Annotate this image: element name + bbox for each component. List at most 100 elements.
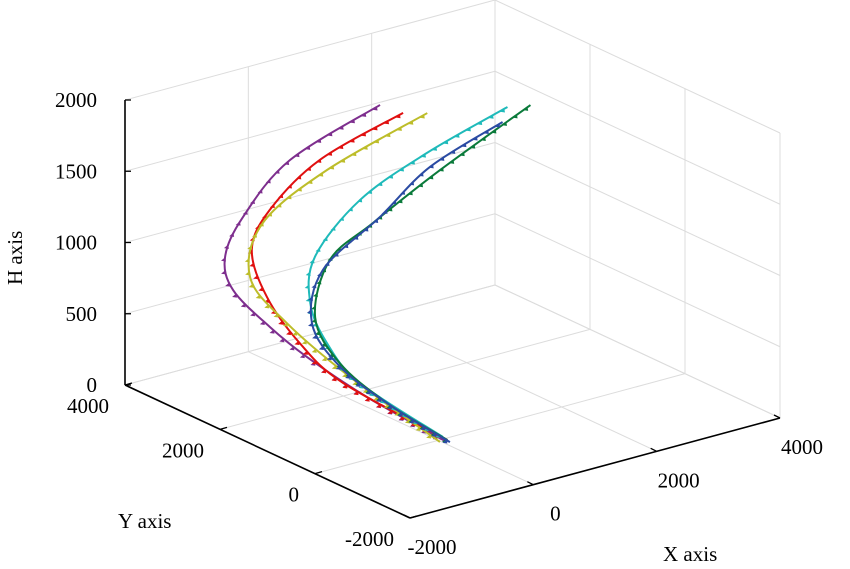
series-marker	[311, 360, 317, 365]
series-marker	[333, 252, 339, 257]
series-marker	[373, 218, 379, 224]
y-tick-label: 2000	[162, 438, 204, 462]
series-marker	[311, 284, 317, 289]
grid-line	[124, 142, 496, 243]
series-marker	[264, 304, 270, 309]
series-marker	[321, 356, 327, 362]
y-tick	[409, 515, 418, 519]
series-marker	[483, 129, 489, 135]
series-marker	[408, 419, 414, 424]
series-marker	[372, 106, 378, 111]
x-tick-label: 2000	[658, 468, 700, 492]
series-marker	[338, 144, 344, 150]
series-marker	[305, 145, 311, 150]
series-marker	[385, 132, 391, 138]
series-marker	[408, 120, 414, 125]
y-tick	[124, 382, 133, 386]
series-marker	[286, 330, 292, 336]
series-marker	[257, 189, 263, 194]
series-marker	[314, 331, 320, 336]
series-marker	[351, 151, 357, 157]
series-marker	[362, 145, 368, 150]
series-marker	[315, 247, 321, 252]
series-marker	[502, 121, 507, 126]
series-marker	[362, 388, 368, 394]
grid-line	[124, 70, 496, 172]
series-marker	[248, 283, 254, 288]
series-marker	[327, 151, 333, 156]
series-marker	[249, 262, 255, 267]
series-marker	[410, 160, 415, 165]
series-marker	[232, 293, 238, 298]
series-marker	[495, 123, 501, 128]
series-marker	[450, 149, 456, 154]
series-marker	[294, 340, 300, 346]
series-marker	[225, 282, 231, 287]
series-marker	[273, 313, 279, 318]
series-marker	[488, 114, 494, 119]
series-marker	[465, 127, 471, 132]
series-marker	[308, 296, 313, 301]
series-marker	[317, 272, 322, 277]
series-marker	[353, 235, 359, 240]
series-marker	[426, 434, 432, 439]
series-marker	[400, 190, 406, 195]
series-marker	[383, 404, 389, 409]
series-marker	[449, 159, 455, 164]
series-marker	[432, 146, 438, 151]
series-marker	[388, 174, 394, 179]
series-marker	[372, 126, 378, 131]
grid-line	[494, 0, 781, 134]
series-marker	[329, 165, 335, 170]
series-marker	[397, 199, 403, 204]
series-marker	[373, 396, 379, 401]
series-marker	[342, 373, 347, 378]
series-marker	[306, 166, 312, 171]
y-tick-label: 0	[289, 483, 300, 507]
series-marker	[409, 181, 415, 186]
series-marker	[461, 142, 467, 148]
series-marker	[443, 139, 449, 145]
series-marker	[322, 236, 328, 242]
series-marker	[335, 365, 341, 370]
grid-line	[219, 328, 591, 430]
grid	[124, 0, 781, 519]
series-marker	[338, 125, 344, 130]
series-marker	[399, 415, 405, 421]
x-axis-line	[409, 417, 781, 519]
grid-line	[248, 351, 534, 486]
series-marker	[384, 120, 390, 125]
h-tick-label: 1500	[55, 159, 97, 183]
series-marker	[345, 374, 351, 379]
series-marker	[352, 381, 358, 386]
series-marker	[304, 284, 310, 289]
series-marker	[296, 175, 302, 180]
series-marker	[418, 172, 424, 177]
series-marker	[318, 172, 324, 177]
series-marker	[377, 181, 383, 187]
series-marker	[269, 329, 275, 334]
series-marker	[428, 164, 434, 169]
series-marker	[477, 120, 483, 126]
series-marker	[244, 258, 250, 263]
x-tick	[650, 447, 657, 452]
series-marker	[316, 280, 322, 285]
grid-line	[124, 213, 496, 315]
series-marker	[512, 114, 518, 119]
series-marker	[221, 270, 227, 275]
series-marker	[363, 227, 369, 232]
series-marker	[355, 382, 361, 387]
y-tick	[219, 426, 228, 430]
series-marker	[407, 191, 413, 196]
x-axis-label: X axis	[663, 542, 717, 564]
grid-line	[314, 373, 686, 475]
x-tick-label: 0	[550, 502, 561, 526]
series-marker	[376, 397, 382, 403]
y-axis-line	[124, 384, 411, 519]
series-marker	[306, 309, 312, 314]
series-marker	[279, 337, 285, 343]
y-tick-label: 4000	[67, 394, 109, 418]
series-marker	[459, 151, 465, 157]
series-marker	[278, 193, 284, 199]
series-marker	[365, 390, 371, 395]
